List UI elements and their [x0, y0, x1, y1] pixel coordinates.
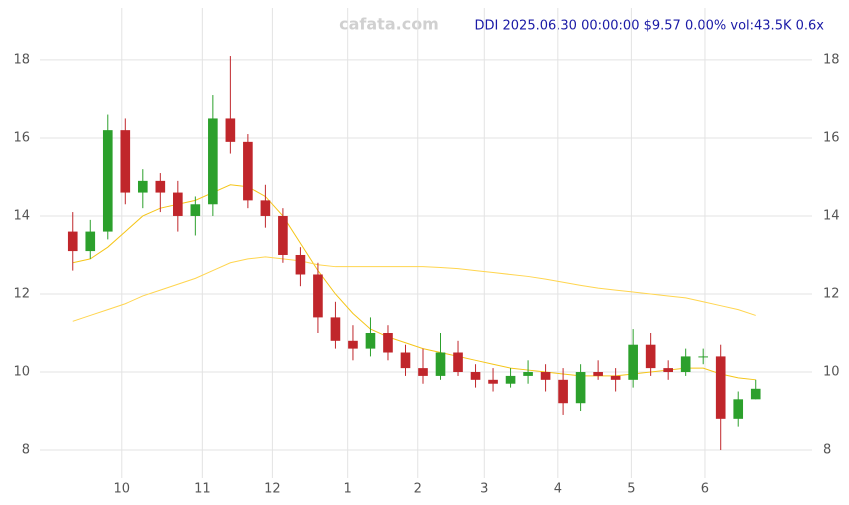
candle-body [348, 340, 358, 349]
candle-body [295, 254, 306, 275]
candle-body [67, 231, 78, 252]
candle-body [715, 356, 726, 419]
x-tick-label: 11 [194, 482, 211, 497]
x-tick-label: 1 [344, 482, 352, 497]
candle-body [750, 388, 761, 400]
candle-body [470, 372, 481, 380]
candle-body [505, 375, 516, 384]
candle-body [173, 192, 183, 216]
y-tick-label: 16 [823, 130, 840, 145]
x-tick-label: 4 [554, 482, 562, 497]
moving-average [72, 184, 756, 381]
y-tick-label: 14 [823, 208, 840, 223]
candle-body [85, 231, 96, 252]
x-tick-label: 5 [627, 482, 635, 497]
candle-body [523, 372, 533, 376]
candle-body [663, 368, 673, 373]
candle-body [680, 356, 691, 373]
candle-body [243, 141, 253, 201]
x-tick-label: 3 [480, 482, 488, 497]
y-tick-label: 12 [13, 286, 30, 301]
y-tick-label: 18 [823, 52, 840, 67]
candle-body [155, 180, 166, 193]
y-tick-label: 8 [823, 443, 831, 458]
candle-body [225, 118, 236, 142]
x-tick-label: 10 [114, 482, 131, 497]
x-tick-label: 12 [264, 482, 281, 497]
candle-body [260, 200, 271, 216]
candle-body [628, 344, 638, 380]
moving-average [72, 256, 756, 322]
candle-body [190, 204, 201, 216]
candle-body [137, 180, 148, 193]
y-tick-label: 10 [823, 365, 840, 380]
y-tick-label: 18 [13, 52, 30, 67]
candle-body [488, 379, 498, 384]
candle-body [698, 356, 709, 358]
candle-body [400, 352, 411, 369]
candle-body [102, 130, 113, 232]
candle-body [540, 372, 551, 380]
candle-body [558, 379, 568, 404]
candle-body [453, 352, 463, 373]
candle-body [610, 375, 621, 380]
candle-body [365, 333, 376, 349]
x-tick-label: 2 [414, 482, 422, 497]
candle-body [645, 344, 656, 369]
candle-body [418, 368, 428, 376]
candle-body [208, 118, 218, 205]
candle-body [383, 333, 393, 353]
x-tick-label: 6 [701, 482, 709, 497]
candle-body [593, 372, 603, 376]
chart-title: DDI 2025.06.30 00:00:00 $9.57 0.00% vol:… [475, 19, 825, 34]
y-tick-label: 10 [13, 365, 30, 380]
y-tick-label: 14 [13, 208, 30, 223]
candle-body [278, 215, 288, 255]
y-tick-label: 12 [823, 286, 840, 301]
candle-body [313, 274, 323, 318]
watermark: cafata.com [339, 15, 439, 34]
y-tick-label: 8 [22, 443, 30, 458]
y-tick-label: 16 [13, 130, 30, 145]
candle-body [330, 317, 341, 341]
candle-body [733, 399, 744, 419]
candle-body [120, 130, 131, 193]
candle-body [575, 372, 586, 404]
candle-body [435, 352, 446, 376]
